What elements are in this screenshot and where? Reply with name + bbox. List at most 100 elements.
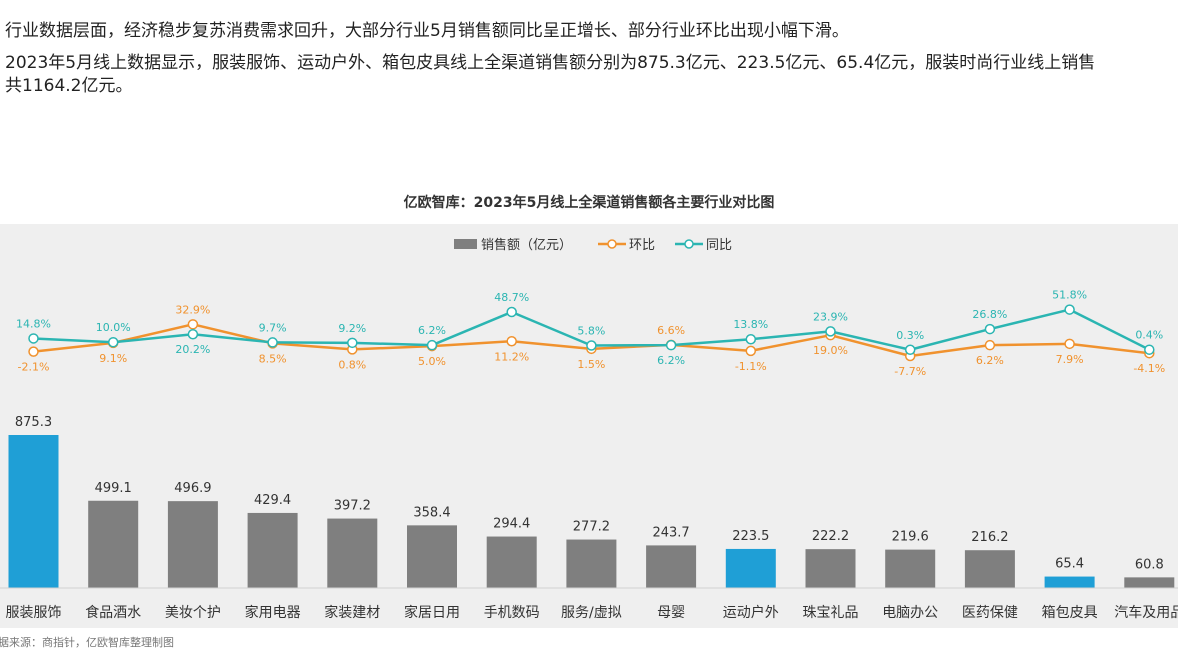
mom-value-label: 8.5% xyxy=(259,352,287,365)
bar-value-label: 219.6 xyxy=(892,530,929,545)
x-tick-label: 汽车及用品 xyxy=(1114,604,1178,621)
x-tick-label: 服装服饰 xyxy=(6,605,62,621)
series-point xyxy=(1144,344,1155,355)
bar xyxy=(167,501,218,588)
yoy-value-label: 9.7% xyxy=(259,321,287,334)
bar xyxy=(964,550,1015,588)
bar-value-label: 397.2 xyxy=(334,499,371,514)
yoy-value-label: 0.4% xyxy=(1135,329,1163,342)
chart-legend: 销售额（亿元） 环比 同比 xyxy=(454,237,732,253)
mom-value-label: 0.8% xyxy=(338,358,366,371)
legend-yoy-label: 同比 xyxy=(706,238,732,253)
x-tick-label: 电脑办公 xyxy=(882,605,938,621)
x-tick-label: 家用电器 xyxy=(245,604,301,621)
bar xyxy=(885,549,936,588)
x-tick-label: 母婴 xyxy=(657,605,685,621)
series-point xyxy=(745,345,757,357)
bar-value-label: 60.8 xyxy=(1135,557,1164,572)
bar xyxy=(327,518,378,588)
yoy-value-label: 6.2% xyxy=(418,324,446,337)
x-tick-label: 家居日用 xyxy=(404,604,460,621)
yoy-value-label: 51.8% xyxy=(1052,289,1087,302)
bar-value-label: 65.4 xyxy=(1055,557,1084,572)
yoy-value-label: 13.8% xyxy=(733,318,768,331)
paragraph-3: 共1164.2亿元。 xyxy=(5,76,133,96)
yoy-value-label: 26.8% xyxy=(972,308,1007,321)
series-point xyxy=(825,326,836,337)
bar-value-label: 875.3 xyxy=(15,415,52,430)
mom-value-label: 11.2% xyxy=(494,350,529,363)
bar-value-label: 223.5 xyxy=(732,529,769,544)
legend-mom-label: 环比 xyxy=(629,238,655,253)
series-point xyxy=(904,344,916,356)
legend-yoy-marker xyxy=(684,239,694,249)
x-tick-label: 箱包皮具 xyxy=(1042,605,1098,621)
legend-mom-marker xyxy=(607,239,617,249)
x-tick-label: 家装建材 xyxy=(324,604,380,621)
legend-sales-label: 销售额（亿元） xyxy=(481,237,572,253)
bar-value-label: 499.1 xyxy=(95,481,132,496)
bar xyxy=(486,536,537,588)
bar xyxy=(1124,577,1175,588)
bar-value-label: 496.9 xyxy=(174,481,211,496)
chart-title: 亿欧智库：2023年5月线上全渠道销售额各主要行业对比图 xyxy=(403,195,775,211)
series-point xyxy=(28,333,39,344)
mom-value-label: 32.9% xyxy=(175,303,210,316)
series-point xyxy=(984,323,996,335)
bar xyxy=(1044,576,1095,588)
yoy-value-label: 23.9% xyxy=(813,310,848,323)
mom-value-label: 6.2% xyxy=(976,354,1004,367)
yoy-value-label: 20.2% xyxy=(175,343,210,356)
series-point xyxy=(506,306,517,318)
series-point xyxy=(267,337,278,348)
series-point xyxy=(28,346,39,357)
x-tick-label: 医药保健 xyxy=(962,605,1018,621)
mom-value-label: -4.1% xyxy=(1133,362,1165,375)
yoy-value-label: 48.7% xyxy=(494,291,529,304)
series-point xyxy=(506,336,517,347)
series-point xyxy=(1064,338,1075,350)
series-point xyxy=(426,339,438,351)
series-point xyxy=(1064,304,1075,315)
bar-value-label: 429.4 xyxy=(254,493,291,508)
bar-value-label: 222.2 xyxy=(812,529,849,544)
series-point xyxy=(984,339,996,351)
mom-value-label: 6.6% xyxy=(657,324,685,337)
x-tick-label: 珠宝礼品 xyxy=(803,605,859,621)
series-point xyxy=(586,340,597,351)
bar xyxy=(407,525,457,588)
legend-bar-swatch xyxy=(454,239,477,249)
series-point xyxy=(665,339,677,351)
series-point xyxy=(187,328,199,340)
series-point xyxy=(187,319,199,330)
bar xyxy=(805,549,856,588)
mom-value-label: 9.1% xyxy=(99,352,127,365)
bar-value-label: 358.4 xyxy=(413,505,450,520)
bar xyxy=(8,435,59,588)
series-point xyxy=(347,337,358,349)
mom-value-label: -7.7% xyxy=(894,365,926,378)
bar xyxy=(247,512,298,588)
series-point xyxy=(745,333,757,345)
bar xyxy=(646,545,697,588)
bar-value-label: 243.7 xyxy=(652,525,689,540)
x-tick-label: 服务/虚拟 xyxy=(561,605,622,621)
mom-value-label: -1.1% xyxy=(735,360,767,373)
mom-value-label: 7.9% xyxy=(1056,353,1084,366)
mom-value-label: 19.0% xyxy=(813,344,848,357)
paragraph-2: 2023年5月线上数据显示，服装服饰、运动户外、箱包皮具线上全渠道销售额分别为8… xyxy=(5,53,1096,73)
x-tick-label: 手机数码 xyxy=(484,605,540,621)
yoy-value-label: 10.0% xyxy=(96,321,131,334)
source-note: 据来源：商指针，亿欧智库整理制图 xyxy=(0,636,174,649)
yoy-value-label: 0.3% xyxy=(896,329,924,342)
mom-value-label: -2.1% xyxy=(18,361,50,374)
mom-value-label: 1.5% xyxy=(577,358,605,371)
yoy-value-label: 14.8% xyxy=(16,317,51,330)
yoy-value-label: 5.8% xyxy=(577,324,605,337)
yoy-value-label: 9.2% xyxy=(338,322,366,335)
paragraph-1: 行业数据层面，经济稳步复苏消费需求回升，大部分行业5月销售额同比呈正增长、部分行… xyxy=(5,21,849,41)
bar-value-label: 277.2 xyxy=(573,520,610,535)
x-tick-label: 美妆个护 xyxy=(165,605,221,621)
bar xyxy=(566,539,617,588)
